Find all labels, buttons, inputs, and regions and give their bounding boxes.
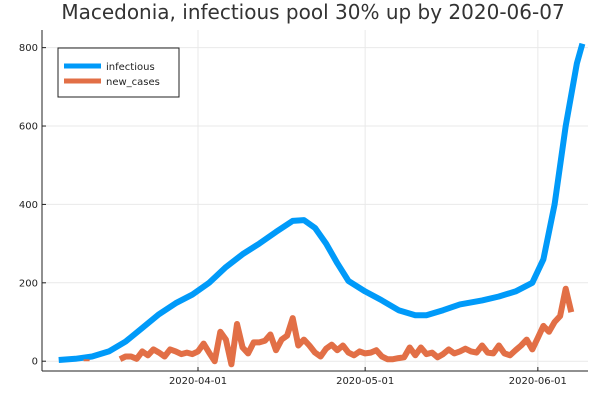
legend-label-new-cases: new_cases [106, 77, 160, 88]
legend: infectious new_cases [57, 47, 180, 98]
tick-labels: 0 200 400 600 800 2020-04-01 2020-05-01 2020-06… [19, 43, 567, 387]
x-tick-label-2020-06-01: 2020-06-01 [509, 376, 567, 387]
legend-box [57, 47, 180, 98]
series-layer [58, 42, 586, 368]
y-tick-label-400: 400 [19, 200, 38, 211]
series-line-new-cases [83, 285, 575, 368]
series-line-infectious [58, 42, 586, 363]
y-tick-label-200: 200 [19, 278, 38, 289]
x-tick-label-2020-04-01: 2020-04-01 [169, 376, 227, 387]
y-tick-label-0: 0 [32, 357, 38, 368]
x-tick-label-2020-05-01: 2020-05-01 [336, 376, 394, 387]
axes [41, 30, 588, 372]
chart-title: Macedonia, infectious pool 30% up by 202… [61, 0, 564, 24]
legend-label-infectious: infectious [106, 62, 155, 73]
y-tick-label-600: 600 [19, 122, 38, 133]
y-tick-label-800: 800 [19, 43, 38, 54]
